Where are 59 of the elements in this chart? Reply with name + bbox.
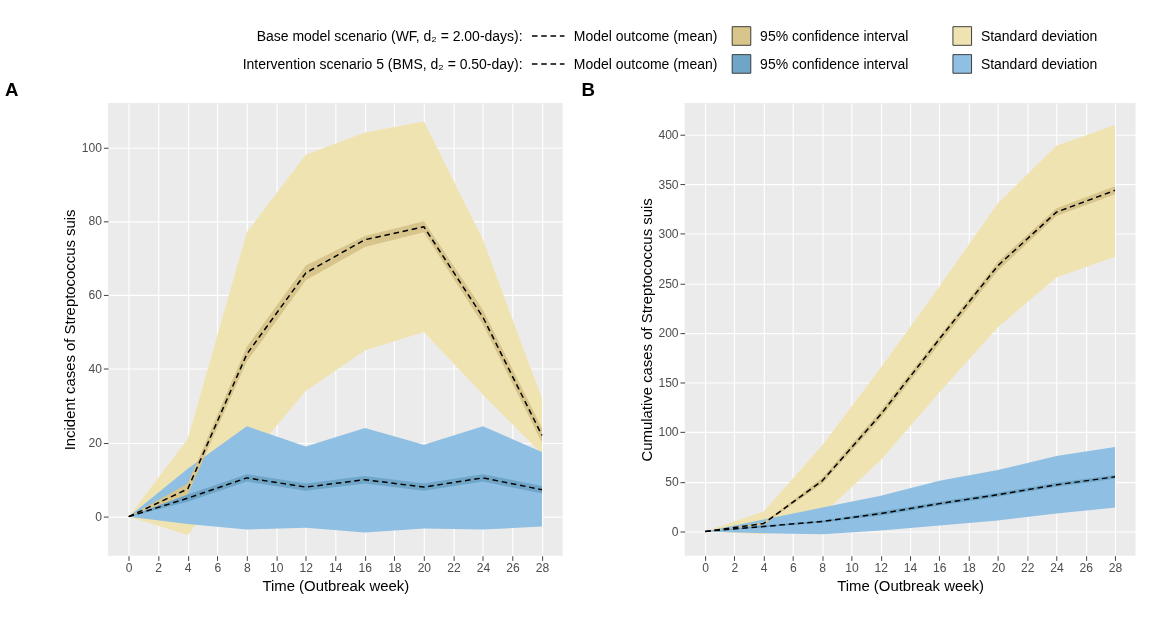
legend-label: 95% confidence interval	[760, 27, 909, 44]
legend-label: Model outcome (mean)	[573, 27, 718, 44]
x-tick-label: 8	[819, 561, 827, 576]
x-tick-label: 14	[329, 561, 343, 576]
x-tick-label: 18	[962, 561, 977, 576]
legend-label: 95% confidence interval	[760, 55, 909, 72]
x-tick-label: 16	[358, 561, 373, 576]
x-tick-label: 28	[535, 561, 550, 576]
x-tick-label: 18	[388, 561, 402, 576]
x-tick-label: 20	[417, 561, 432, 576]
x-tick-label: 6	[214, 561, 222, 576]
x-tick-label: 16	[933, 561, 947, 576]
y-tick-label: 0	[95, 509, 103, 524]
text: Intervention scenario 5 (BMS, d₂ = 0.50-day):	[242, 55, 523, 72]
x-tick-label: 28	[1108, 561, 1123, 576]
y-tick-label: 300	[658, 227, 679, 242]
x-axis-title: Time (Outbreak week)	[837, 577, 984, 594]
y-tick-label: 80	[88, 214, 103, 229]
x-tick-label: 0	[125, 561, 133, 576]
x-tick-label: 8	[243, 561, 251, 576]
chart-title: A	[4, 78, 19, 100]
y-tick-label: 0	[671, 524, 679, 539]
x-tick-label: 10	[845, 561, 859, 576]
text: Base model scenario (WF, d₂ = 2.00-days):	[256, 27, 523, 44]
x-tick-label: 20	[991, 561, 1006, 576]
x-axis-title: Time (Outbreak week)	[262, 577, 410, 594]
y-tick-label: 50	[665, 475, 679, 490]
x-tick-label: 4	[184, 561, 192, 576]
y-tick-label: 200	[658, 326, 679, 341]
x-tick-label: 12	[874, 561, 889, 576]
x-tick-label: 0	[702, 561, 710, 576]
legend-label: Standard deviation	[980, 27, 1098, 44]
x-tick-label: 24	[476, 561, 491, 576]
x-tick-label: 22	[1020, 561, 1035, 576]
legend-label: Standard deviation	[980, 55, 1098, 72]
x-tick-label: 4	[760, 561, 768, 576]
x-tick-label: 24	[1050, 561, 1064, 576]
x-tick-label: 26	[506, 561, 520, 576]
y-tick-label: 350	[658, 177, 679, 192]
y-axis-title: Incident cases of Streptococcus suis	[62, 209, 79, 451]
chart-title: B	[581, 78, 595, 100]
x-tick-label: 12	[299, 561, 314, 576]
y-tick-label: 250	[658, 276, 679, 291]
x-tick-label: 22	[447, 561, 461, 576]
y-tick-label: 400	[658, 127, 679, 142]
x-tick-label: 6	[790, 561, 798, 576]
y-tick-label: 150	[658, 375, 679, 390]
y-axis-title: Cumulative cases of Streptococcus suis	[638, 198, 655, 462]
x-tick-label: 14	[903, 561, 918, 576]
y-tick-label: 100	[81, 140, 103, 155]
legend-label: Model outcome (mean)	[573, 55, 718, 72]
x-tick-label: 10	[270, 561, 284, 576]
x-tick-label: 2	[155, 561, 163, 576]
x-tick-label: 26	[1079, 561, 1094, 576]
y-tick-label: 40	[88, 362, 103, 377]
y-tick-label: 60	[88, 288, 103, 303]
y-tick-label: 100	[658, 425, 679, 440]
y-tick-label: 20	[88, 435, 103, 450]
x-tick-label: 2	[731, 561, 739, 576]
